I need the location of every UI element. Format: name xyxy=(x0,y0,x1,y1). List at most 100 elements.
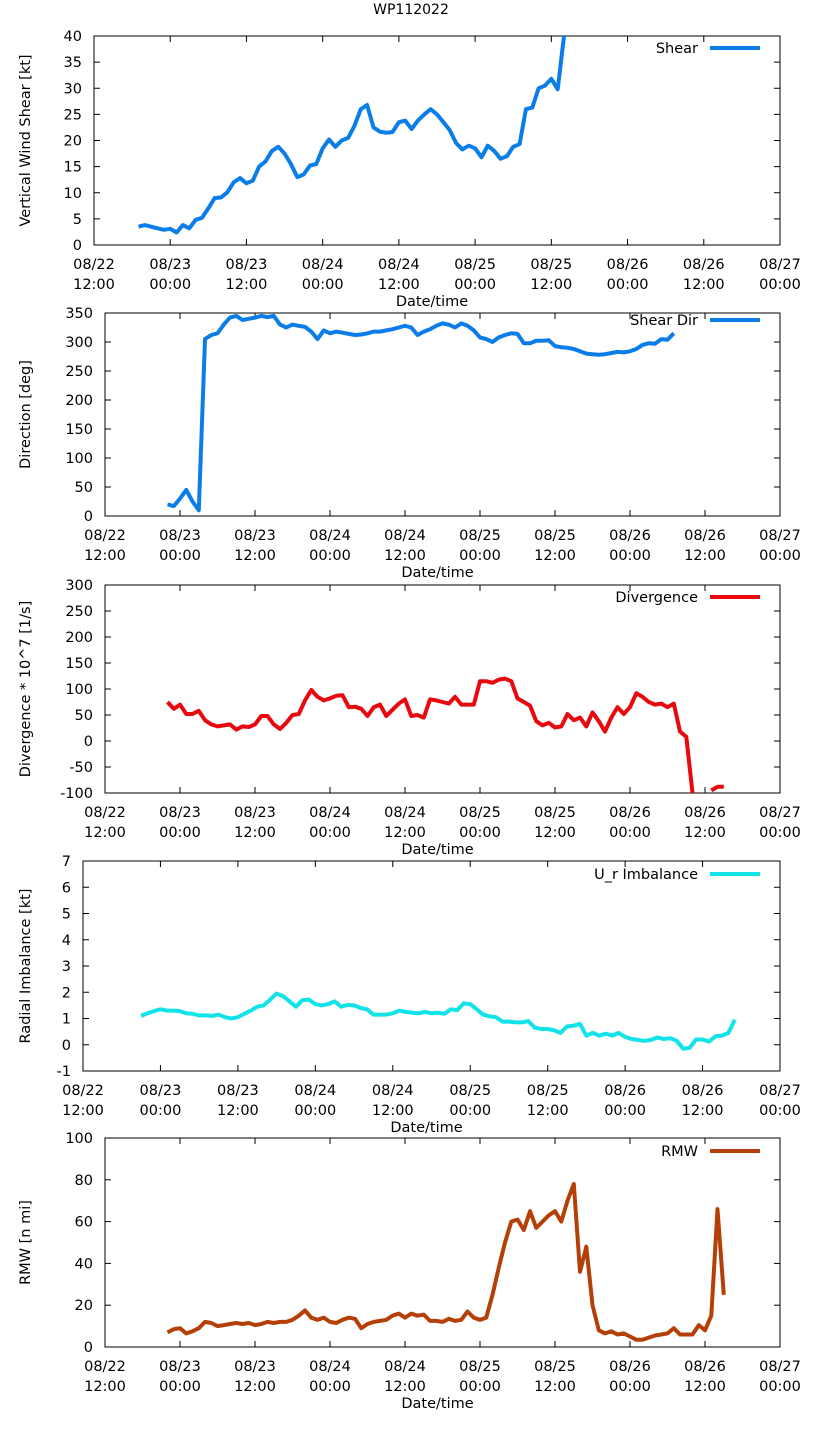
x-tick-label-date: 08/25 xyxy=(449,1083,491,1099)
y-tick-label: 5 xyxy=(62,907,71,923)
x-tick-label-time: 00:00 xyxy=(149,277,191,293)
y-tick-label: 60 xyxy=(75,1215,93,1231)
x-tick-label-date: 08/27 xyxy=(759,528,801,544)
x-tick-label-time: 12:00 xyxy=(378,277,420,293)
x-tick-label-date: 08/23 xyxy=(159,528,201,544)
x-tick-label-date: 08/26 xyxy=(682,1083,724,1099)
y-tick-label: 6 xyxy=(62,880,71,896)
legend-label: U_r Imbalance xyxy=(594,867,698,883)
x-tick-label-time: 12:00 xyxy=(372,1103,414,1119)
x-tick-label-date: 08/24 xyxy=(294,1083,336,1099)
x-tick-label-time: 12:00 xyxy=(684,825,726,841)
y-tick-label: 100 xyxy=(65,682,93,698)
y-tick-label: 0 xyxy=(62,1038,71,1054)
x-tick-label-date: 08/27 xyxy=(759,257,801,273)
page-title: WP112022 xyxy=(373,2,449,18)
x-tick-label-time: 00:00 xyxy=(604,1103,646,1119)
x-tick-label-date: 08/24 xyxy=(302,257,344,273)
x-tick-label-time: 12:00 xyxy=(534,825,576,841)
x-tick-label-date: 08/22 xyxy=(84,805,126,821)
x-tick-label-date: 08/24 xyxy=(384,1359,426,1375)
x-tick-label-time: 12:00 xyxy=(384,548,426,564)
y-tick-label: 50 xyxy=(75,480,93,496)
x-tick-label-date: 08/23 xyxy=(217,1083,259,1099)
x-tick-label-date: 08/25 xyxy=(459,1359,501,1375)
x-tick-label-date: 08/24 xyxy=(378,257,420,273)
x-tick-label-date: 08/23 xyxy=(159,1359,201,1375)
x-tick-label-time: 12:00 xyxy=(527,1103,569,1119)
x-tick-label-date: 08/25 xyxy=(530,257,572,273)
y-tick-label: 30 xyxy=(64,81,82,97)
x-tick-label-date: 08/26 xyxy=(684,1359,726,1375)
x-tick-label-time: 00:00 xyxy=(454,277,496,293)
y-axis-label: RMW [n mi] xyxy=(18,1200,34,1285)
y-tick-label: 250 xyxy=(65,364,93,380)
legend-label: Divergence xyxy=(615,590,698,606)
x-tick-label-time: 00:00 xyxy=(759,548,801,564)
x-tick-label-date: 08/23 xyxy=(234,805,276,821)
y-tick-label: -1 xyxy=(57,1064,71,1080)
x-tick-label-time: 00:00 xyxy=(159,548,201,564)
x-axis-label: Date/time xyxy=(401,842,473,858)
y-tick-label: 0 xyxy=(84,509,93,525)
y-tick-label: 80 xyxy=(75,1173,93,1189)
x-tick-label-time: 00:00 xyxy=(609,548,651,564)
x-tick-label-date: 08/27 xyxy=(759,1083,801,1099)
x-tick-label-time: 12:00 xyxy=(234,825,276,841)
x-tick-label-date: 08/23 xyxy=(234,1359,276,1375)
x-axis-label: Date/time xyxy=(390,1120,462,1136)
x-tick-label-time: 12:00 xyxy=(234,1379,276,1395)
series-line-shear xyxy=(138,35,566,235)
x-tick-label-date: 08/24 xyxy=(384,805,426,821)
x-tick-label-time: 12:00 xyxy=(226,277,268,293)
x-tick-label-date: 08/24 xyxy=(309,528,351,544)
x-tick-label-date: 08/26 xyxy=(609,805,651,821)
y-tick-label: 1 xyxy=(62,1012,71,1028)
x-tick-label-date: 08/26 xyxy=(684,528,726,544)
x-tick-label-time: 00:00 xyxy=(309,825,351,841)
x-tick-label-time: 12:00 xyxy=(84,548,126,564)
x-tick-label-date: 08/22 xyxy=(62,1083,104,1099)
y-tick-label: 5 xyxy=(73,212,82,228)
x-axis-label: Date/time xyxy=(396,294,468,310)
legend-label: Shear Dir xyxy=(630,313,698,329)
y-tick-label: 20 xyxy=(75,1298,93,1314)
series-line-rmw xyxy=(166,1182,726,1342)
x-tick-label-date: 08/23 xyxy=(226,257,268,273)
x-tick-label-date: 08/24 xyxy=(384,528,426,544)
y-tick-label: 0 xyxy=(73,238,82,254)
x-tick-label-date: 08/26 xyxy=(607,257,649,273)
x-tick-label-date: 08/26 xyxy=(604,1083,646,1099)
y-tick-label: 10 xyxy=(64,186,82,202)
x-tick-label-time: 00:00 xyxy=(607,277,649,293)
x-tick-label-date: 08/23 xyxy=(140,1083,182,1099)
x-axis-label: Date/time xyxy=(401,565,473,581)
x-tick-label-time: 12:00 xyxy=(530,277,572,293)
y-tick-label: 100 xyxy=(65,451,93,467)
x-tick-label-date: 08/26 xyxy=(684,805,726,821)
x-tick-label-time: 12:00 xyxy=(84,1379,126,1395)
x-tick-label-date: 08/27 xyxy=(759,1359,801,1375)
x-tick-label-time: 00:00 xyxy=(302,277,344,293)
x-tick-label-time: 00:00 xyxy=(309,1379,351,1395)
x-tick-label-date: 08/24 xyxy=(309,1359,351,1375)
x-tick-label-time: 00:00 xyxy=(159,825,201,841)
y-tick-label: 25 xyxy=(64,107,82,123)
x-tick-label-date: 08/24 xyxy=(309,805,351,821)
y-tick-label: 300 xyxy=(65,335,93,351)
chart-radial-imbalance: -1 0 1 2 3 4 5 6 7 08/22 12:00 08/23 00:00 08/23 12:00… xyxy=(18,854,801,1136)
x-tick-label-time: 00:00 xyxy=(294,1103,336,1119)
x-tick-label-time: 00:00 xyxy=(140,1103,182,1119)
y-tick-label: 4 xyxy=(62,933,71,949)
y-tick-label: 350 xyxy=(65,306,93,322)
chart-divergence: -100 -50 0 50 100 150 200 250 300 08/22 12:00 08/23… xyxy=(18,578,801,858)
x-tick-label-time: 00:00 xyxy=(609,1379,651,1395)
x-tick-label-time: 00:00 xyxy=(759,1379,801,1395)
plot-frame xyxy=(104,1137,781,1348)
series-line-radial-imbalance xyxy=(140,991,737,1051)
y-tick-label: 7 xyxy=(62,854,71,870)
x-tick-label-date: 08/26 xyxy=(683,257,725,273)
legend-label: RMW xyxy=(661,1144,698,1160)
x-tick-label-date: 08/23 xyxy=(149,257,191,273)
